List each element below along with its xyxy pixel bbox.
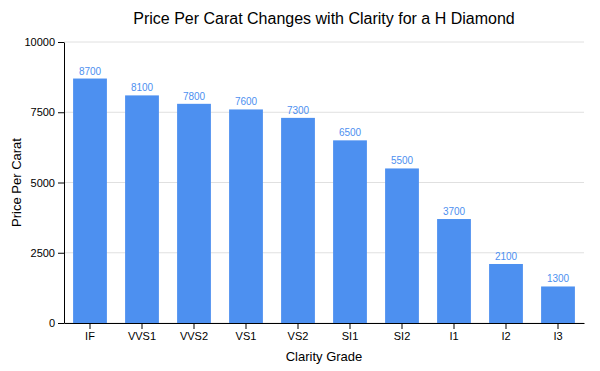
tick-mark (58, 253, 64, 254)
bars (73, 79, 575, 323)
tick: 0 (49, 317, 64, 329)
x-axis: IF VVS1 VVS2 VS1 VS2 SI1 SI2 I1 I2 I3 (65, 323, 585, 342)
data-label: 7800 (183, 91, 206, 102)
plot-area: IF VVS1 VVS2 VS1 VS2 SI1 SI2 I1 I2 I3 0 2500 5000 750… (24, 36, 584, 342)
bar (229, 109, 263, 323)
data-label: 7600 (235, 96, 258, 107)
tick-mark (194, 323, 195, 329)
data-label: 2100 (495, 251, 518, 262)
data-label: 8700 (79, 66, 102, 77)
tick-mark (402, 323, 403, 329)
data-label: 8100 (131, 82, 154, 93)
tick-label: SI1 (342, 330, 359, 342)
tick-label: I3 (553, 330, 562, 342)
data-label: 7300 (287, 105, 310, 116)
chart-svg: IF VVS1 VVS2 VS1 VS2 SI1 SI2 I1 I2 I3 0 2500 5000 750… (0, 0, 600, 371)
tick-label: 7500 (31, 106, 55, 118)
tick: I2 (501, 323, 510, 342)
y-axis: 0 2500 5000 7500 10000 (24, 36, 64, 329)
tick: VVS2 (180, 323, 208, 342)
grid (64, 42, 584, 323)
bar (333, 140, 367, 323)
tick: SI2 (394, 323, 411, 342)
bar (489, 264, 523, 323)
tick-mark (58, 42, 64, 43)
chart-container: IF VVS1 VVS2 VS1 VS2 SI1 SI2 I1 I2 I3 0 2500 5000 750… (0, 0, 600, 371)
tick: VS1 (236, 323, 257, 342)
axis-line (64, 43, 65, 324)
tick: VVS1 (128, 323, 156, 342)
tick-mark (506, 323, 507, 329)
tick-mark (558, 323, 559, 329)
data-labels: 8700 8100 7800 7600 7300 6500 5500 3700 2100 1300 (79, 66, 570, 285)
tick: I1 (449, 323, 458, 342)
title: Price Per Carat Changes with Clarity for… (133, 10, 514, 27)
y-axis-title: Price Per Carat (9, 138, 24, 227)
tick-label: VVS2 (180, 330, 208, 342)
data-label: 3700 (443, 206, 466, 217)
tick-label: I1 (449, 330, 458, 342)
data-label: 6500 (339, 127, 362, 138)
tick: SI1 (342, 323, 359, 342)
tick-mark (58, 112, 64, 113)
bar (177, 104, 211, 323)
tick-mark (454, 323, 455, 329)
tick: 5000 (31, 177, 64, 189)
tick-label: I2 (501, 330, 510, 342)
bar (73, 79, 107, 323)
tick-mark (350, 323, 351, 329)
tick: 7500 (31, 106, 64, 118)
tick-label: 10000 (24, 36, 55, 48)
tick: VS2 (288, 323, 309, 342)
bar (385, 168, 419, 323)
bar (281, 118, 315, 323)
tick: 10000 (24, 36, 64, 48)
tick-label: SI2 (394, 330, 411, 342)
tick-label: VS1 (236, 330, 257, 342)
bar (541, 286, 575, 323)
tick-label: 2500 (31, 247, 55, 259)
tick-label: VVS1 (128, 330, 156, 342)
tick: IF (85, 323, 95, 342)
tick: 2500 (31, 247, 64, 259)
tick-mark (58, 183, 64, 184)
tick-label: 5000 (31, 177, 55, 189)
tick-label: IF (85, 330, 95, 342)
data-label: 5500 (391, 155, 414, 166)
tick-label: 0 (49, 317, 55, 329)
bar (437, 219, 471, 323)
tick: I3 (553, 323, 562, 342)
tick-mark (90, 323, 91, 329)
bar (125, 95, 159, 323)
x-axis-title: Clarity Grade (286, 349, 363, 364)
tick-mark (246, 323, 247, 329)
grid-line (64, 42, 584, 43)
tick-mark (142, 323, 143, 329)
data-label: 1300 (547, 273, 570, 284)
tick-label: VS2 (288, 330, 309, 342)
tick-mark (58, 323, 64, 324)
tick-mark (298, 323, 299, 329)
